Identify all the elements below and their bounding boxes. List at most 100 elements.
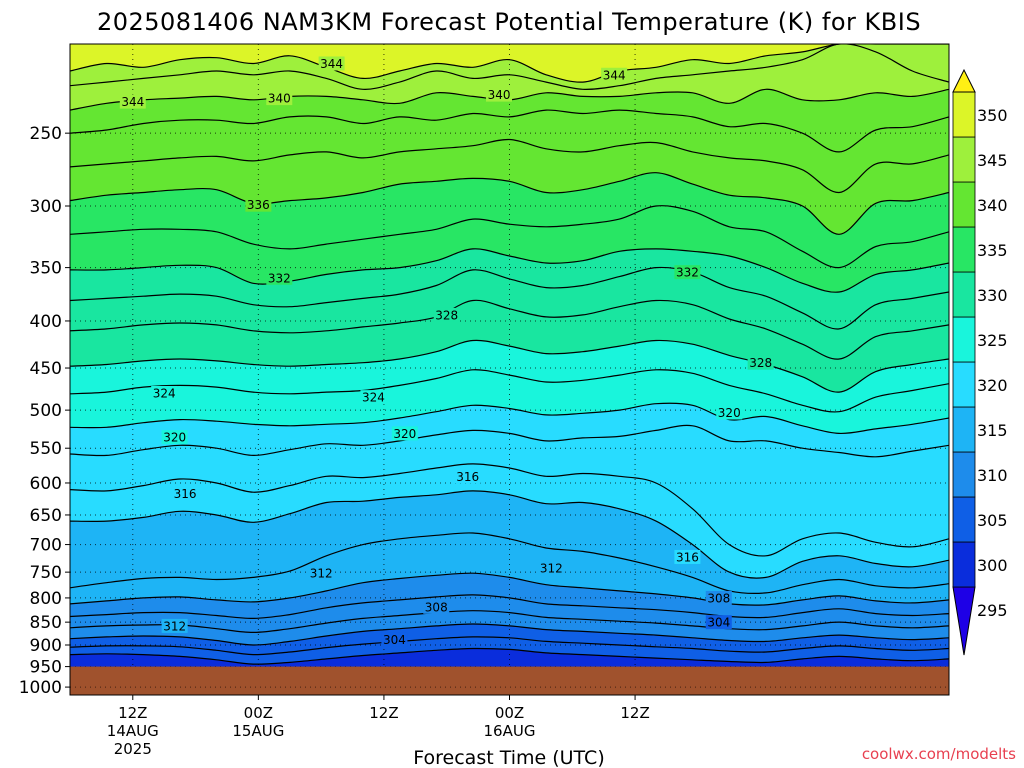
isotherm-334 bbox=[70, 172, 949, 235]
contour-label-text: 304 bbox=[383, 633, 406, 647]
contour-label-text: 332 bbox=[676, 266, 699, 280]
y-tick-label: 550 bbox=[30, 439, 62, 459]
contour-label: 316 bbox=[172, 486, 199, 501]
grid-lines bbox=[70, 44, 949, 695]
contour-label-bg bbox=[716, 405, 743, 420]
contour-label: 344 bbox=[119, 94, 146, 109]
y-tick-label: 950 bbox=[30, 658, 62, 678]
contour-label: 328 bbox=[433, 307, 460, 322]
contour-label-bg bbox=[266, 91, 293, 106]
isotherm-316 bbox=[70, 463, 949, 557]
contour-label: 336 bbox=[245, 197, 272, 212]
isotherm-326 bbox=[70, 299, 949, 360]
contour-label: 340 bbox=[486, 87, 513, 102]
contour-label-bg bbox=[674, 265, 701, 280]
isotherm-332 bbox=[70, 205, 949, 269]
y-axis: 250 300 350 400 450 500 550 600 650 700 750 800 850 9… bbox=[19, 124, 70, 698]
contour-label: 320 bbox=[391, 426, 418, 441]
isotherm-306 bbox=[70, 610, 949, 634]
contour-label: 304 bbox=[705, 615, 732, 630]
contour-label-bg bbox=[308, 566, 335, 581]
colorbar-swatch bbox=[952, 316, 976, 363]
y-tick-label: 350 bbox=[30, 259, 62, 279]
chart-title: 2025081406 NAM3KM Forecast Potential Tem… bbox=[97, 8, 921, 36]
contour-label: 320 bbox=[716, 405, 743, 420]
colorbar-label: 305 bbox=[977, 511, 1008, 530]
contour-label-bg bbox=[161, 618, 188, 633]
colorbar-swatch bbox=[952, 91, 976, 138]
colorbar-swatch bbox=[952, 271, 976, 318]
isotherm-344 bbox=[70, 44, 949, 83]
contour-label-text: 340 bbox=[268, 92, 291, 106]
y-tick-label: 900 bbox=[30, 636, 62, 656]
contour-label-text: 316 bbox=[174, 487, 197, 501]
contour-label-bg bbox=[360, 390, 387, 405]
colorbar-label: 325 bbox=[977, 331, 1008, 350]
ground-fill bbox=[70, 666, 949, 695]
contour-label-text: 320 bbox=[393, 427, 416, 441]
isotherm-304 bbox=[70, 623, 949, 646]
contour-label-bg bbox=[454, 469, 481, 484]
y-tick-label: 450 bbox=[30, 359, 62, 379]
x-axis-label: Forecast Time (UTC) bbox=[413, 747, 604, 768]
contour-label: 328 bbox=[747, 355, 774, 370]
x-tick-label: 12Z bbox=[369, 704, 398, 722]
contour-label-text: 328 bbox=[749, 356, 772, 370]
contour-label-text: 316 bbox=[676, 550, 699, 564]
credit-text: coolwx.com/modelts bbox=[862, 745, 1016, 763]
contour-label: 324 bbox=[151, 385, 178, 400]
contour-labels: 344 344 344 340 340 336 332 332 328 328 324 324 320 3… bbox=[119, 56, 774, 647]
isotherm-302 bbox=[70, 636, 949, 656]
contour-label-text: 312 bbox=[540, 561, 563, 575]
colorbar-label: 300 bbox=[977, 556, 1008, 575]
y-tick-label: 400 bbox=[30, 312, 62, 332]
contour-label-text: 344 bbox=[121, 95, 144, 109]
colorbar: 295 300 305 310 315 320 325 330 335 340 345 350 bbox=[952, 68, 1008, 656]
colorbar-swatch bbox=[952, 541, 976, 588]
y-tick-label: 700 bbox=[30, 536, 62, 556]
isotherm-310 bbox=[70, 572, 949, 606]
contour-label-bg bbox=[245, 197, 272, 212]
isotherm-338 bbox=[70, 109, 949, 153]
plot-area: 344 344 344 340 340 336 332 332 328 328 324 324 320 3… bbox=[70, 44, 949, 695]
isotherm-342 bbox=[70, 44, 949, 90]
contour-label-bg bbox=[119, 94, 146, 109]
colorbar-swatch bbox=[952, 136, 976, 183]
y-tick-label: 650 bbox=[30, 506, 62, 526]
x-tick-label: 00Z bbox=[244, 704, 273, 722]
x-tick-label: 00Z bbox=[495, 704, 524, 722]
contour-label-text: 316 bbox=[456, 470, 479, 484]
contour-label: 320 bbox=[161, 430, 188, 445]
contour-label-bg bbox=[151, 385, 178, 400]
colorbar-swatch bbox=[952, 406, 976, 453]
contour-label-text: 332 bbox=[268, 271, 291, 285]
colorbar-label: 345 bbox=[977, 151, 1008, 170]
contour-label-bg bbox=[433, 307, 460, 322]
contour-label: 308 bbox=[423, 599, 450, 614]
x-tick-date: 15AUG bbox=[232, 722, 284, 740]
x-tick-date: 14AUG bbox=[107, 722, 159, 740]
contour-label: 312 bbox=[161, 618, 188, 633]
colorbar-swatch bbox=[952, 451, 976, 498]
contour-label-bg bbox=[486, 87, 513, 102]
y-tick-label: 250 bbox=[30, 124, 62, 144]
colorbar-min-arrow bbox=[952, 586, 976, 656]
contour-label-text: 320 bbox=[163, 431, 186, 445]
isotherm-322 bbox=[70, 369, 949, 413]
isotherm-318 bbox=[70, 424, 949, 458]
isotherm-330 bbox=[70, 248, 949, 293]
colorbar-max-arrow bbox=[952, 68, 976, 93]
contour-label-bg bbox=[391, 426, 418, 441]
contour-label: 304 bbox=[381, 632, 408, 647]
colorbar-label: 295 bbox=[977, 601, 1008, 620]
contour-label-bg bbox=[747, 355, 774, 370]
colorbar-label: 330 bbox=[977, 286, 1008, 305]
contour-label-text: 308 bbox=[707, 591, 730, 605]
contour-label-text: 312 bbox=[163, 619, 186, 633]
colorbar-swatch bbox=[952, 181, 976, 228]
contour-label-bg bbox=[161, 430, 188, 445]
contour-label-text: 344 bbox=[320, 57, 343, 71]
colorbar-label: 310 bbox=[977, 466, 1008, 485]
